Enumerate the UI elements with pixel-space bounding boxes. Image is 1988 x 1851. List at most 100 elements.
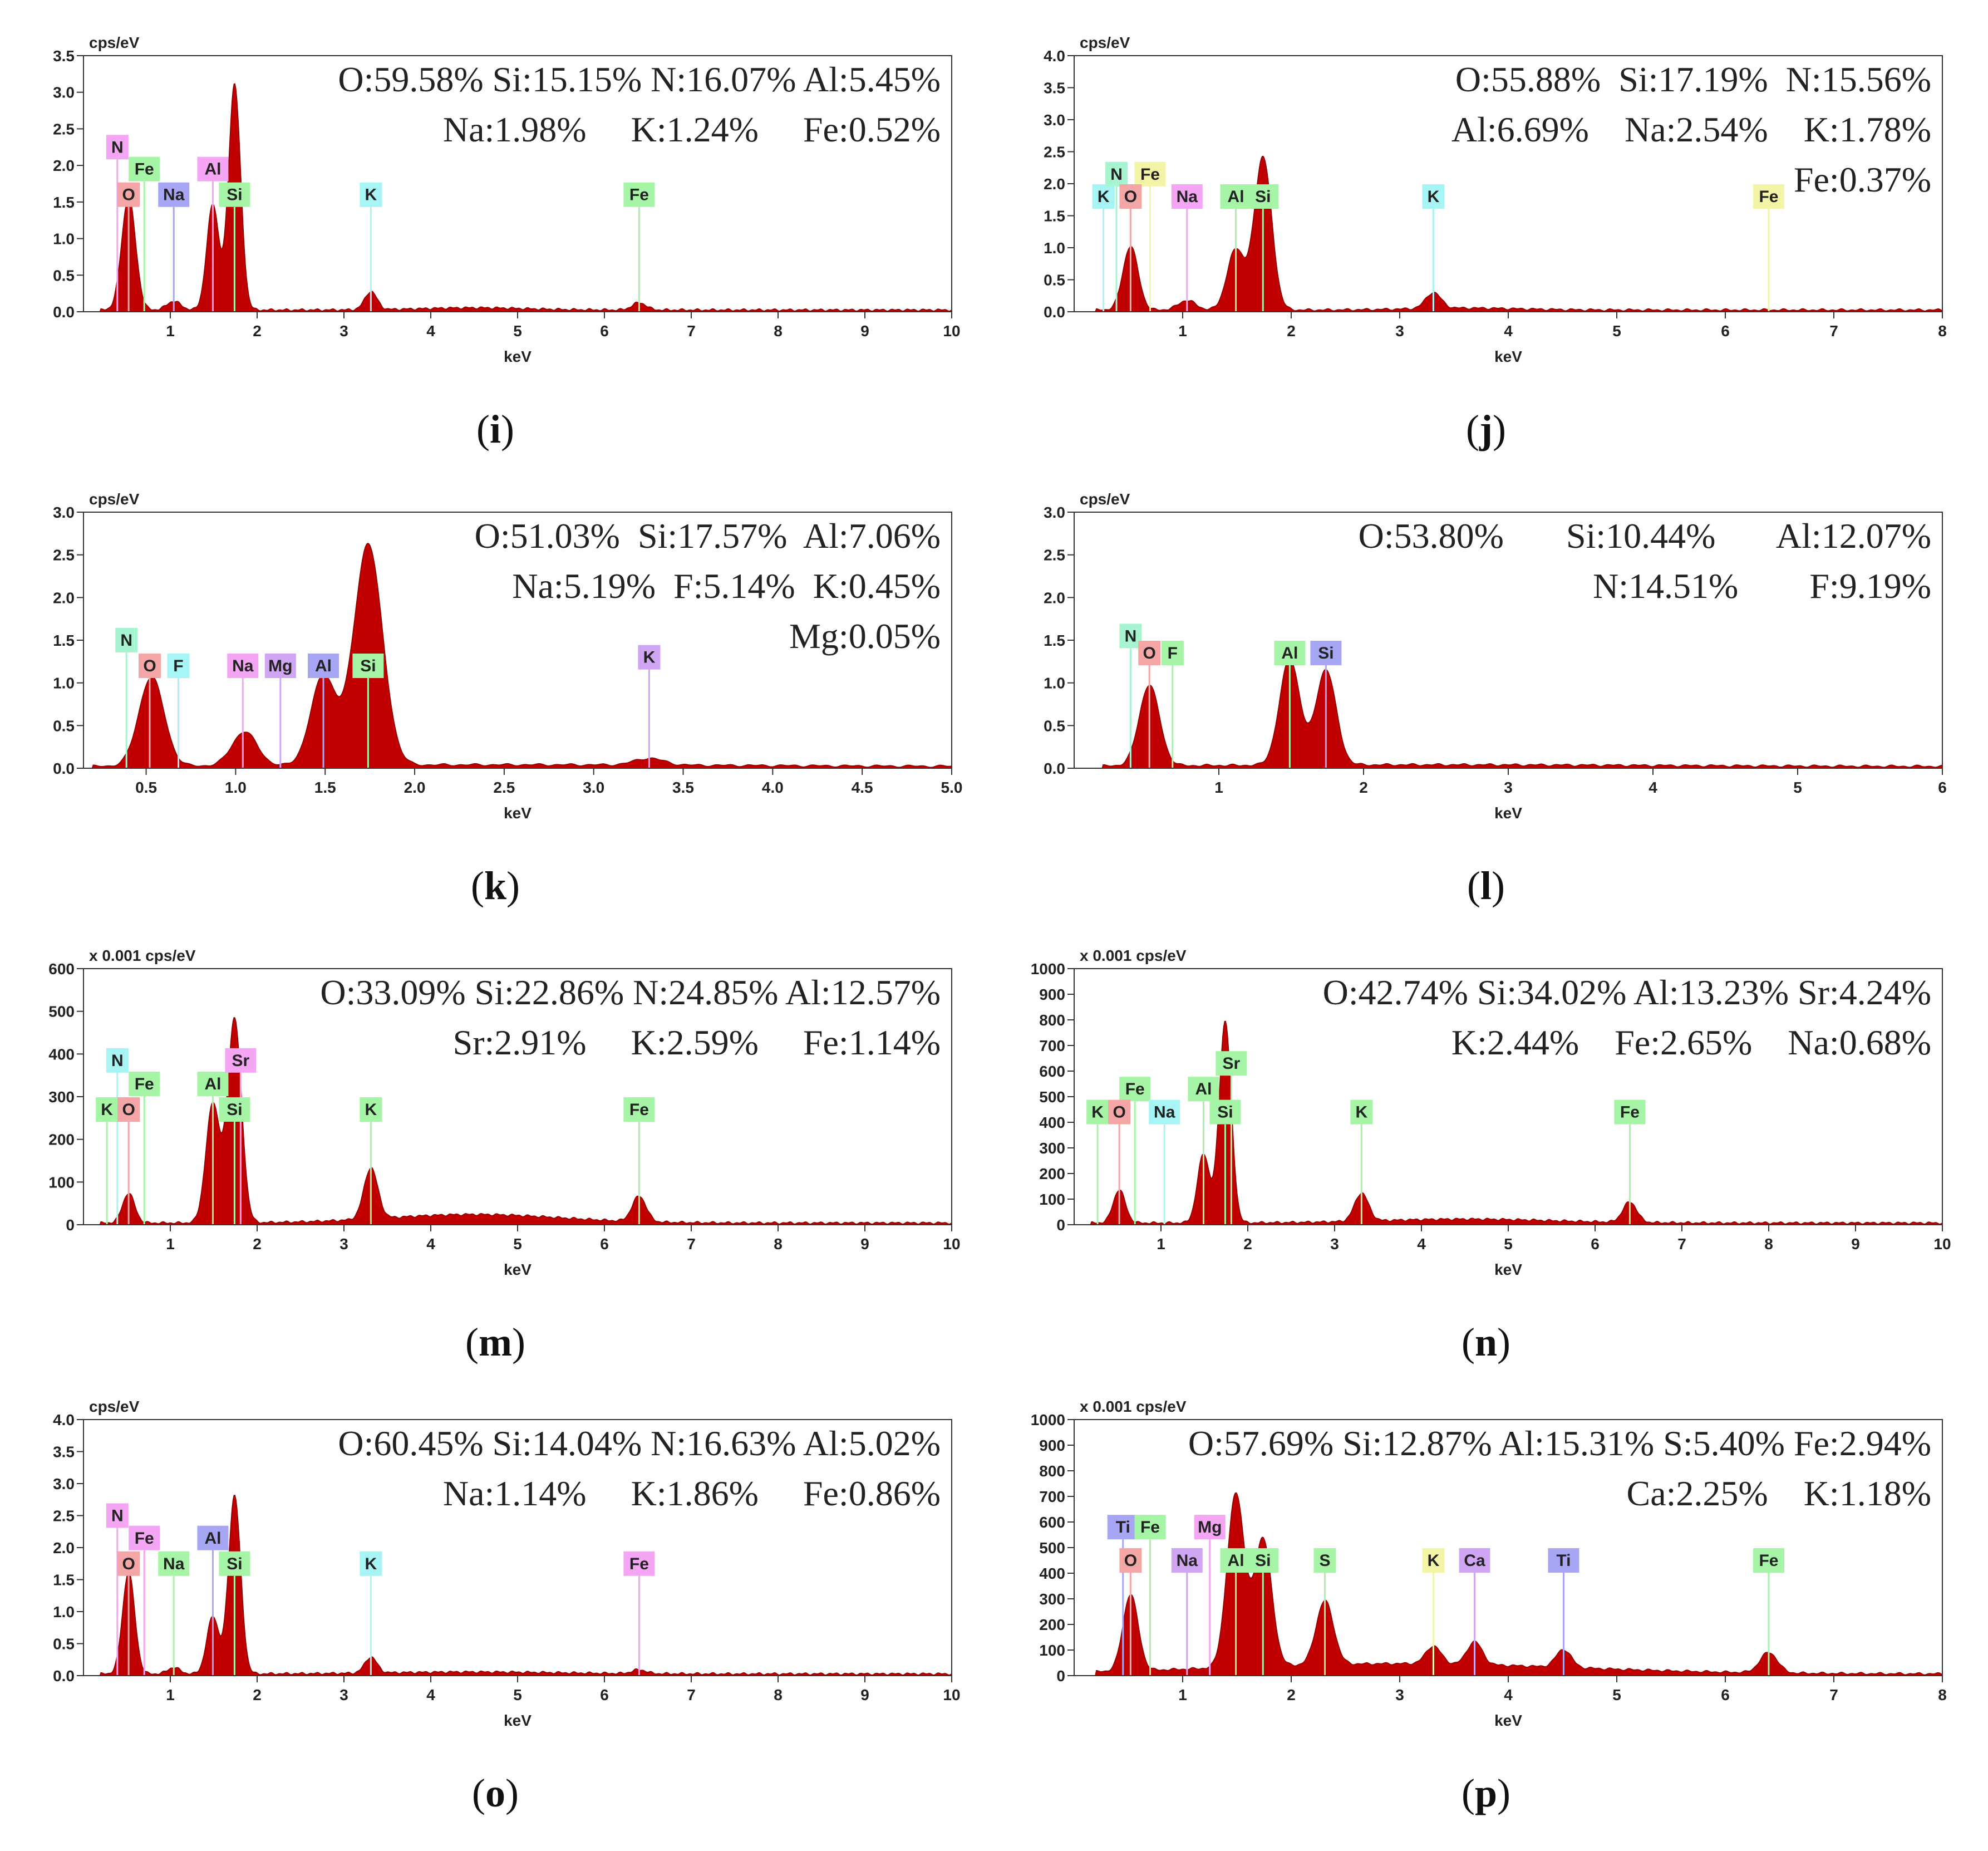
y-tick-label: 0.0: [53, 760, 75, 777]
caption-k: (k): [470, 863, 520, 908]
x-tick-label: 3.5: [672, 779, 694, 796]
element-label: Na: [1177, 188, 1198, 206]
element-label: Fe: [1125, 1080, 1145, 1098]
x-tick-label: 8: [774, 1235, 783, 1253]
element-label: Si: [360, 657, 376, 675]
y-tick-label: 300: [1039, 1590, 1065, 1608]
composition-text: Mg:0.05%: [789, 616, 941, 656]
y-tick-label: 1.0: [53, 675, 75, 692]
element-label: F: [1168, 644, 1178, 662]
element-label-box: [197, 1072, 229, 1096]
element-label: Na: [232, 657, 254, 675]
element-label: K: [101, 1101, 113, 1119]
element-label: Fe: [1620, 1103, 1640, 1122]
x-tick-label: 7: [1677, 1235, 1686, 1253]
element-label: N: [111, 1052, 124, 1070]
caption-i: (i): [476, 407, 514, 451]
y-tick-label: 2.0: [1044, 589, 1065, 606]
element-label: Sr: [232, 1052, 250, 1070]
element-label-box: [1108, 1099, 1131, 1125]
composition-text: N:14.51% F:9.19%: [1593, 566, 1931, 606]
x-axis-title: keV: [504, 1712, 532, 1729]
element-label: Na: [1177, 1551, 1198, 1570]
caption-letter: p: [1474, 1771, 1498, 1815]
spectrum-area: [1074, 155, 1943, 312]
element-label: Mg: [268, 657, 292, 675]
y-tick-label: 1.0: [53, 1603, 75, 1621]
x-axis-title: keV: [504, 804, 532, 822]
y-tick-label: 2.0: [1044, 175, 1065, 193]
y-tick-label: 2.0: [53, 1539, 75, 1557]
x-tick-label: 5: [513, 322, 522, 340]
caption-letter: m: [479, 1320, 512, 1364]
x-axis-title: keV: [1494, 1261, 1522, 1278]
element-label-box: [225, 1048, 257, 1073]
composition-text: Al:6.69% Na:2.54% K:1.78%: [1451, 110, 1931, 149]
x-tick-label: 2.0: [404, 779, 426, 796]
composition-text: Na:1.98% K:1.24% Fe:0.52%: [443, 110, 941, 149]
y-axis-title: cps/eV: [89, 490, 140, 508]
y-tick-label: 0.5: [1044, 717, 1065, 734]
element-label-box: [106, 1048, 129, 1073]
element-label: K: [1356, 1103, 1368, 1122]
y-tick-label: 800: [1039, 1462, 1065, 1480]
element-label-box: [115, 628, 138, 652]
element-label-box: [360, 1097, 382, 1122]
y-tick-label: 700: [1039, 1037, 1065, 1054]
eds-chart-j: KN FeO Na Al Si K Fe0.00.51.01.52.02.53.03.54.…: [1044, 34, 1947, 365]
element-label-box: [1194, 1515, 1226, 1540]
element-label: O: [1124, 1551, 1137, 1570]
y-tick-label: 1.0: [1044, 239, 1065, 257]
x-tick-label: 2: [1287, 322, 1296, 340]
element-label-box: [1119, 1548, 1142, 1573]
element-label-box: [623, 1551, 655, 1576]
x-tick-label: 8: [1938, 322, 1947, 340]
x-tick-label: 8: [1764, 1235, 1773, 1253]
element-label: Fe: [135, 1075, 154, 1093]
element-label-box: [167, 654, 190, 678]
caption-letter: n: [1474, 1320, 1498, 1364]
element-label: O: [122, 1101, 135, 1119]
y-tick-label: 3.5: [1044, 80, 1065, 97]
panel-p: Ti Fe Mg O Na Al Si S K Ca Ti Fe 0 100 200 300 400 500 600…: [1013, 1386, 1959, 1742]
element-label: K: [1098, 188, 1110, 206]
element-label-box: [129, 1072, 160, 1096]
element-label: Fe: [1140, 165, 1160, 184]
x-tick-label: 3: [1504, 779, 1513, 796]
x-tick-label: 9: [1851, 1235, 1860, 1253]
element-label-box: [352, 654, 384, 678]
element-label: N: [111, 1507, 124, 1525]
spectrum-area: [83, 543, 952, 769]
element-label-box: [1753, 1548, 1784, 1573]
x-tick-label: 5: [1793, 779, 1802, 796]
element-label-box: [1753, 184, 1784, 209]
element-label-box: [1188, 1077, 1219, 1102]
x-tick-label: 5: [1612, 1686, 1621, 1703]
x-tick-label: 1: [166, 322, 175, 340]
element-label-box: [1350, 1099, 1373, 1125]
composition-text: O:42.74% Si:34.02% Al:13.23% Sr:4.24%: [1323, 973, 1931, 1012]
x-tick-label: 7: [687, 1235, 696, 1253]
y-tick-label: 100: [1039, 1191, 1065, 1208]
y-tick-label: 200: [1039, 1165, 1065, 1182]
y-tick-label: 300: [1039, 1140, 1065, 1157]
element-label-box: [264, 654, 296, 678]
element-label-box: [1138, 641, 1161, 665]
composition-text: Fe:0.37%: [1794, 160, 1931, 199]
panel-l: N O F Al Si 0.0 0.5 1.0 1.5 2.0 2.5 3.0 1 2 3 4 5 6 cps/eV…: [1013, 479, 1959, 835]
x-tick-label: 4: [426, 1235, 435, 1253]
element-label-box: [1086, 1099, 1109, 1125]
caption-letter: i: [489, 407, 501, 451]
spectrum-area: [83, 1017, 952, 1225]
composition-text: O:33.09% Si:22.86% N:24.85% Al:12.57%: [320, 973, 941, 1012]
y-tick-label: 600: [48, 960, 75, 978]
element-label-box: [219, 1551, 250, 1576]
element-label-box: [1313, 1548, 1336, 1573]
element-label: Fe: [1759, 1551, 1778, 1570]
y-axis-title: cps/eV: [1080, 490, 1130, 508]
element-label-box: [623, 182, 655, 207]
x-tick-label: 10: [943, 1686, 960, 1703]
y-tick-label: 900: [1039, 1437, 1065, 1454]
